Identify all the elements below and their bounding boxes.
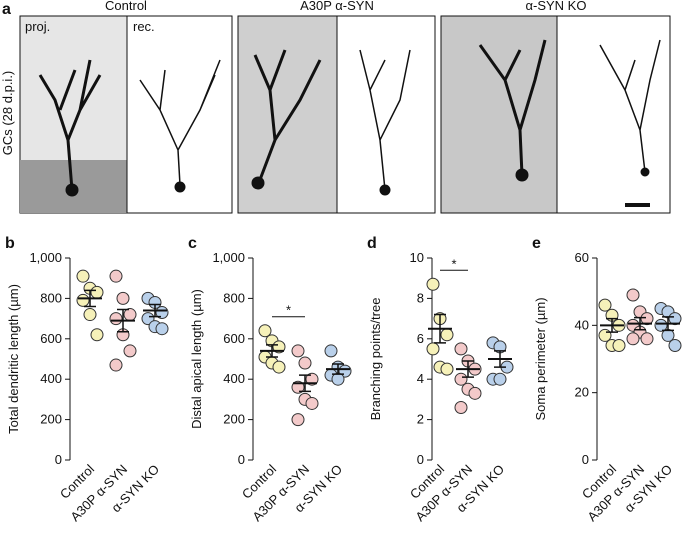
data-point (454, 372, 468, 386)
y-tick-label: 40 (575, 317, 589, 332)
error-bar (149, 303, 161, 318)
error-bar (117, 308, 129, 333)
data-point (155, 322, 169, 336)
y-tick-label: 0 (417, 452, 424, 467)
data-point (109, 358, 123, 372)
y-axis-label: Branching points/tree (368, 298, 383, 421)
error-bar (84, 289, 96, 308)
data-point (440, 328, 454, 342)
data-point (331, 372, 345, 386)
data-point (298, 356, 312, 370)
y-tick-label: 20 (575, 385, 589, 400)
error-bar (494, 350, 506, 368)
data-point (426, 342, 440, 356)
data-point (324, 344, 338, 358)
error-bar (662, 316, 674, 332)
y-tick-label: 400 (223, 371, 245, 386)
y-tick-label: 800 (40, 290, 62, 305)
data-point (305, 372, 319, 386)
error-bar (434, 313, 446, 344)
panel-letter: e (532, 235, 541, 252)
condition-label: Control (105, 0, 147, 13)
data-point (426, 277, 440, 291)
y-tick-label: 4 (417, 371, 424, 386)
data-point (116, 291, 130, 305)
row-label: GCs (28 d.p.i.) (0, 71, 15, 156)
panel-letter: a (2, 1, 11, 18)
data-point (654, 318, 668, 332)
y-tick-label: 0 (55, 452, 62, 467)
y-tick-label: 200 (40, 412, 62, 427)
y-axis-label: Soma perimeter (µm) (533, 297, 548, 420)
data-point (83, 308, 97, 322)
data-point (123, 344, 137, 358)
error-bar (606, 317, 618, 333)
data-point (305, 396, 319, 410)
data-point (123, 308, 137, 322)
data-point (468, 386, 482, 400)
data-point (668, 339, 682, 353)
panel-letter: c (188, 235, 197, 252)
data-point (454, 342, 468, 356)
image-strip (19, 15, 671, 214)
data-point (440, 362, 454, 376)
y-tick-label: 400 (40, 371, 62, 386)
y-axis-label: Total dendritic length (µm) (6, 284, 21, 434)
data-point (272, 340, 286, 354)
data-point (661, 328, 675, 342)
y-tick-label: 10 (410, 250, 424, 265)
data-point (291, 380, 305, 394)
error-bar (332, 363, 344, 375)
significance-label: * (451, 256, 456, 271)
y-tick-label: 1,000 (212, 250, 245, 265)
data-point (291, 344, 305, 358)
data-point (109, 269, 123, 283)
data-point (109, 312, 123, 326)
data-point (493, 372, 507, 386)
condition-label: A30P α-SYN (300, 0, 374, 13)
data-point (640, 332, 654, 346)
data-point (626, 332, 640, 346)
data-point (76, 269, 90, 283)
y-tick-label: 60 (575, 250, 589, 265)
y-tick-label: 800 (223, 290, 245, 305)
significance-label: * (286, 303, 291, 318)
data-point (598, 298, 612, 312)
image-label: proj. (25, 19, 50, 34)
y-tick-label: 0 (582, 452, 589, 467)
condition-label: α-SYN KO (526, 0, 587, 13)
data-point (612, 339, 626, 353)
error-bar (462, 360, 474, 378)
panel-letter: d (367, 235, 377, 252)
data-point (272, 360, 286, 374)
data-point (258, 324, 272, 338)
data-point (90, 285, 104, 299)
y-tick-label: 0 (238, 452, 245, 467)
y-tick-label: 600 (40, 331, 62, 346)
error-bar (299, 374, 311, 393)
data-point (90, 328, 104, 342)
error-bar (634, 316, 646, 331)
y-tick-label: 8 (417, 290, 424, 305)
image-label: rec. (133, 19, 155, 34)
data-point (291, 413, 305, 427)
y-axis-label: Distal apical length (µm) (189, 289, 204, 429)
panel-letter: b (5, 235, 15, 252)
error-bar (266, 344, 278, 358)
y-tick-label: 200 (223, 412, 245, 427)
data-point (598, 328, 612, 342)
data-point (626, 288, 640, 302)
y-tick-label: 1,000 (29, 250, 62, 265)
data-point (76, 293, 90, 307)
y-tick-label: 6 (417, 331, 424, 346)
data-point (454, 400, 468, 414)
y-tick-label: 600 (223, 331, 245, 346)
y-tick-label: 2 (417, 412, 424, 427)
